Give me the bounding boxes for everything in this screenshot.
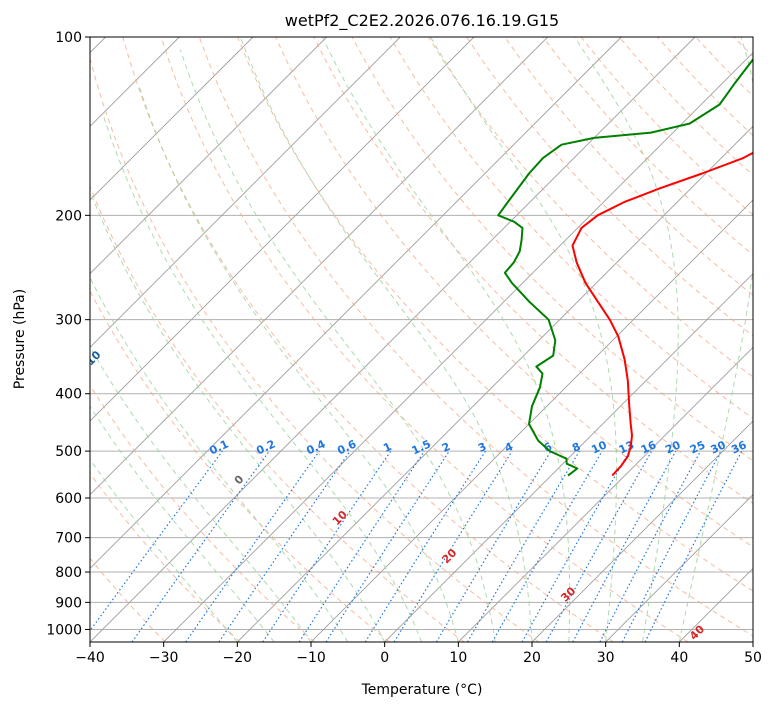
isotherm-line (310, 199, 753, 642)
dry-adiabat-line (122, 37, 614, 642)
moist-adiabat-line (90, 345, 312, 642)
isotherm-line (163, 52, 753, 642)
isotherm-line (384, 273, 753, 642)
plot-area: 0.10.20.40.611.52346810131620253036-100-… (90, 37, 753, 642)
mixing-ratio-label: 30 (708, 438, 728, 456)
plot-frame (89, 36, 754, 643)
x-tick-label: 0 (380, 650, 389, 666)
mixing-ratio-line (298, 450, 425, 642)
dry-adiabat-line (160, 37, 689, 642)
y-tick-label: 100 (55, 30, 82, 46)
isotherm-line (90, 37, 548, 496)
dry-adiabat-line (237, 37, 753, 592)
dry-adiabat-line (466, 37, 753, 337)
moist-adiabat-line (179, 49, 496, 642)
moist-adiabat-line (239, 37, 533, 642)
mixing-ratio-line (572, 450, 677, 642)
y-tick-label: 1000 (46, 622, 82, 638)
mixing-ratio-label: 16 (639, 438, 659, 456)
y-axis-label: Pressure (hPa) (12, 289, 28, 389)
isotherm-line (458, 346, 753, 642)
isotherm-line (605, 494, 753, 642)
mixing-ratio-line (131, 450, 270, 642)
mixing-ratio-line (90, 450, 223, 632)
isotherm-line (90, 37, 327, 275)
dry-adiabat-line (90, 472, 241, 642)
isotherm-line (237, 125, 753, 642)
isotherm-line (752, 641, 753, 642)
x-tick-label: 40 (670, 650, 688, 666)
isotherm-line (90, 37, 622, 569)
x-tick-label: 30 (597, 650, 615, 666)
isotherm-line (90, 37, 401, 348)
isotherm-line (90, 37, 254, 201)
mixing-ratio-line (545, 450, 653, 642)
x-tick-label: −10 (296, 650, 326, 666)
x-tick-label: −40 (75, 650, 105, 666)
y-tick-label: 700 (55, 531, 82, 547)
mixing-ratio-line (393, 450, 513, 642)
dry-adiabat-line (90, 56, 540, 642)
isotherm-line (531, 420, 753, 642)
x-tick-label: 10 (449, 650, 467, 666)
dry-adiabat-line (313, 37, 753, 505)
moist-adiabat-line (90, 276, 349, 642)
y-tick-label: 600 (55, 491, 82, 507)
moist-adiabat-line (90, 458, 238, 642)
mixing-ratio-line (521, 450, 631, 642)
moist-adiabat-line (322, 37, 571, 642)
dry-adiabat-line (90, 290, 390, 642)
dry-adiabat-line (90, 185, 465, 642)
mixing-ratio-line (262, 450, 392, 642)
y-tick-label: 900 (55, 595, 82, 611)
axes: −40 −30 −20 −10 0 10 20 30 40 50 100 200 300 400 500 60… (46, 30, 762, 666)
mixing-ratio-line (185, 450, 320, 642)
moist-adiabat-line (574, 37, 679, 642)
moist-adiabat-line (102, 114, 422, 642)
moist-adiabat-line (137, 83, 459, 642)
x-tick-label: −20 (223, 650, 253, 666)
x-tick-label: −30 (149, 650, 179, 666)
dry-adiabat-line (198, 37, 753, 637)
y-tick-label: 500 (55, 444, 82, 460)
mixing-ratio-label: 10 (589, 438, 609, 456)
moist-adiabat-line (90, 189, 386, 642)
mixing-ratio-line (325, 450, 450, 642)
y-tick-label: 800 (55, 565, 82, 581)
isotherm-line (90, 37, 475, 422)
x-tick-label: 50 (744, 650, 762, 666)
moist-adiabat-line (430, 37, 617, 642)
mixing-ratio-label: 36 (729, 438, 749, 456)
temperature-profile (571, 151, 753, 477)
mixing-ratio-label: 25 (688, 438, 707, 456)
mixing-ratio-line (644, 450, 743, 642)
y-tick-label: 400 (55, 387, 82, 403)
plot-background (90, 37, 753, 642)
y-tick-label: 200 (55, 208, 82, 224)
x-axis-label: Temperature (°C) (361, 682, 483, 698)
mixing-ratio-line (218, 450, 351, 642)
dry-adiabat-line (90, 557, 166, 642)
mixing-ratio-label: 20 (663, 438, 683, 456)
dewpoint-profile (497, 57, 753, 477)
dry-adiabat-line (351, 37, 753, 462)
chart-title: wetPf2_C2E2.2026.076.16.19.G15 (285, 11, 559, 31)
y-tick-label: 300 (55, 313, 82, 329)
x-tick-label: 20 (523, 650, 541, 666)
dry-adiabat-line (504, 37, 753, 296)
dry-adiabat-line (90, 384, 316, 642)
